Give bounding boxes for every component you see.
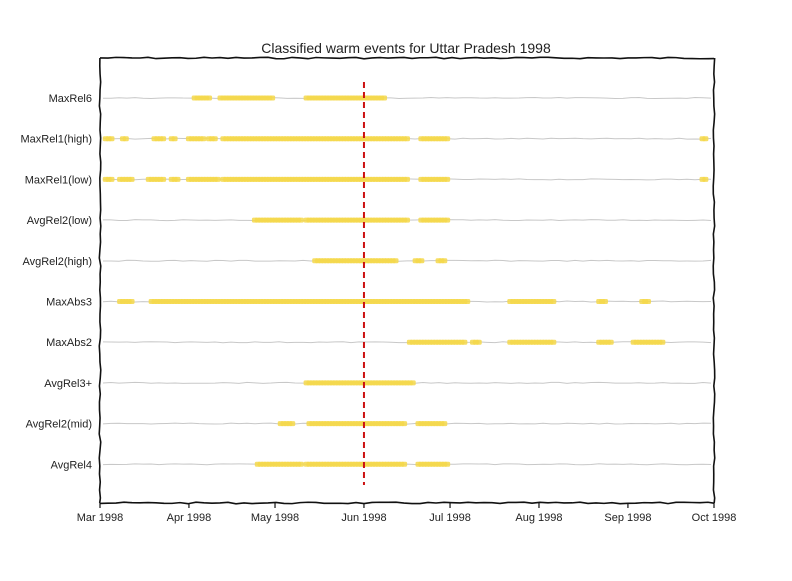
y-tick-label: MaxAbs3 [46, 297, 92, 309]
x-tick-label: May 1998 [251, 512, 299, 524]
y-tick-label: AvgRel2(low) [27, 215, 92, 227]
event-marker [444, 136, 451, 142]
event-marker [160, 176, 167, 182]
series-baseline [102, 259, 712, 262]
event-marker [108, 136, 115, 142]
frame-left [98, 57, 102, 504]
plot-frame [98, 56, 716, 505]
x-tick-label: Aug 1998 [515, 512, 562, 524]
y-tick-label: AvgRel4 [51, 459, 92, 471]
event-marker [171, 136, 178, 142]
event-marker [418, 258, 425, 264]
event-marker [409, 380, 416, 386]
event-marker [297, 217, 304, 223]
event-marker [441, 258, 448, 264]
series-row-6: MaxAbs3 [46, 297, 712, 309]
event-marker [174, 176, 181, 182]
event-marker [702, 136, 709, 142]
x-tick-label: Sep 1998 [604, 512, 651, 524]
event-marker [206, 95, 213, 101]
y-tick-label: MaxAbs2 [46, 337, 92, 349]
frame-top [99, 56, 715, 60]
event-marker [461, 339, 468, 345]
series-row-3: MaxRel1(low) [25, 174, 712, 186]
event-marker [645, 299, 652, 304]
x-tick-label: Oct 1998 [692, 512, 737, 524]
x-tick-label: Jun 1998 [341, 512, 386, 524]
event-marker [404, 217, 410, 223]
frame-right [712, 57, 716, 504]
event-marker [381, 95, 388, 101]
event-marker [444, 461, 451, 467]
event-marker [404, 136, 410, 142]
series-row-5: AvgRel2(high) [22, 256, 712, 268]
event-marker [404, 176, 410, 182]
event-marker [441, 421, 448, 427]
series-row-10: AvgRel4 [51, 459, 712, 471]
event-marker [607, 339, 614, 345]
event-marker [289, 421, 296, 427]
event-marker [128, 176, 135, 182]
series-row-7: MaxAbs2 [46, 337, 712, 349]
series-row-9: AvgRel2(mid) [26, 419, 712, 431]
series-row-2: MaxRel1(high) [20, 134, 712, 146]
event-marker [550, 339, 557, 345]
series-row-1: MaxRel6 [49, 93, 712, 105]
series-row-8: AvgRel3+ [44, 378, 712, 390]
y-tick-label: MaxRel1(low) [25, 174, 92, 186]
y-tick-label: MaxRel6 [49, 93, 92, 105]
event-marker [702, 176, 709, 182]
event-marker [108, 176, 115, 182]
series-row-4: AvgRel2(low) [27, 215, 712, 227]
event-marker [392, 258, 399, 264]
event-marker [160, 136, 167, 142]
y-tick-label: MaxRel1(high) [20, 134, 92, 146]
event-marker [211, 136, 218, 142]
event-marker [269, 95, 276, 101]
event-marker [550, 299, 557, 304]
frame-bottom [99, 501, 715, 505]
y-tick-label: AvgRel3+ [44, 378, 92, 390]
event-marker [401, 461, 408, 467]
event-marker [601, 299, 608, 304]
y-tick-label: AvgRel2(mid) [26, 419, 92, 431]
event-marker [401, 421, 408, 427]
event-marker [464, 299, 471, 304]
event-marker [475, 339, 482, 345]
event-marker [214, 176, 221, 182]
y-tick-label: AvgRel2(high) [22, 256, 92, 268]
chart-title: Classified warm events for Uttar Pradesh… [261, 40, 551, 56]
event-marker [200, 136, 207, 142]
event-marker [444, 217, 451, 223]
plot-rows: MaxRel6 MaxRel1(high) MaxRel1(low) AvgRel2(… [20, 93, 712, 471]
event-marker [128, 299, 135, 304]
x-tick-label: Apr 1998 [167, 512, 212, 524]
x-axis: Mar 1998 Apr 1998 May 1998 Jun 1998 Jul 1998… [77, 503, 737, 524]
event-marker [297, 461, 304, 467]
event-marker [659, 339, 666, 345]
event-marker [444, 176, 451, 182]
x-tick-label: Jul 1998 [429, 512, 471, 524]
event-marker [122, 136, 129, 142]
x-tick-label: Mar 1998 [77, 512, 123, 524]
